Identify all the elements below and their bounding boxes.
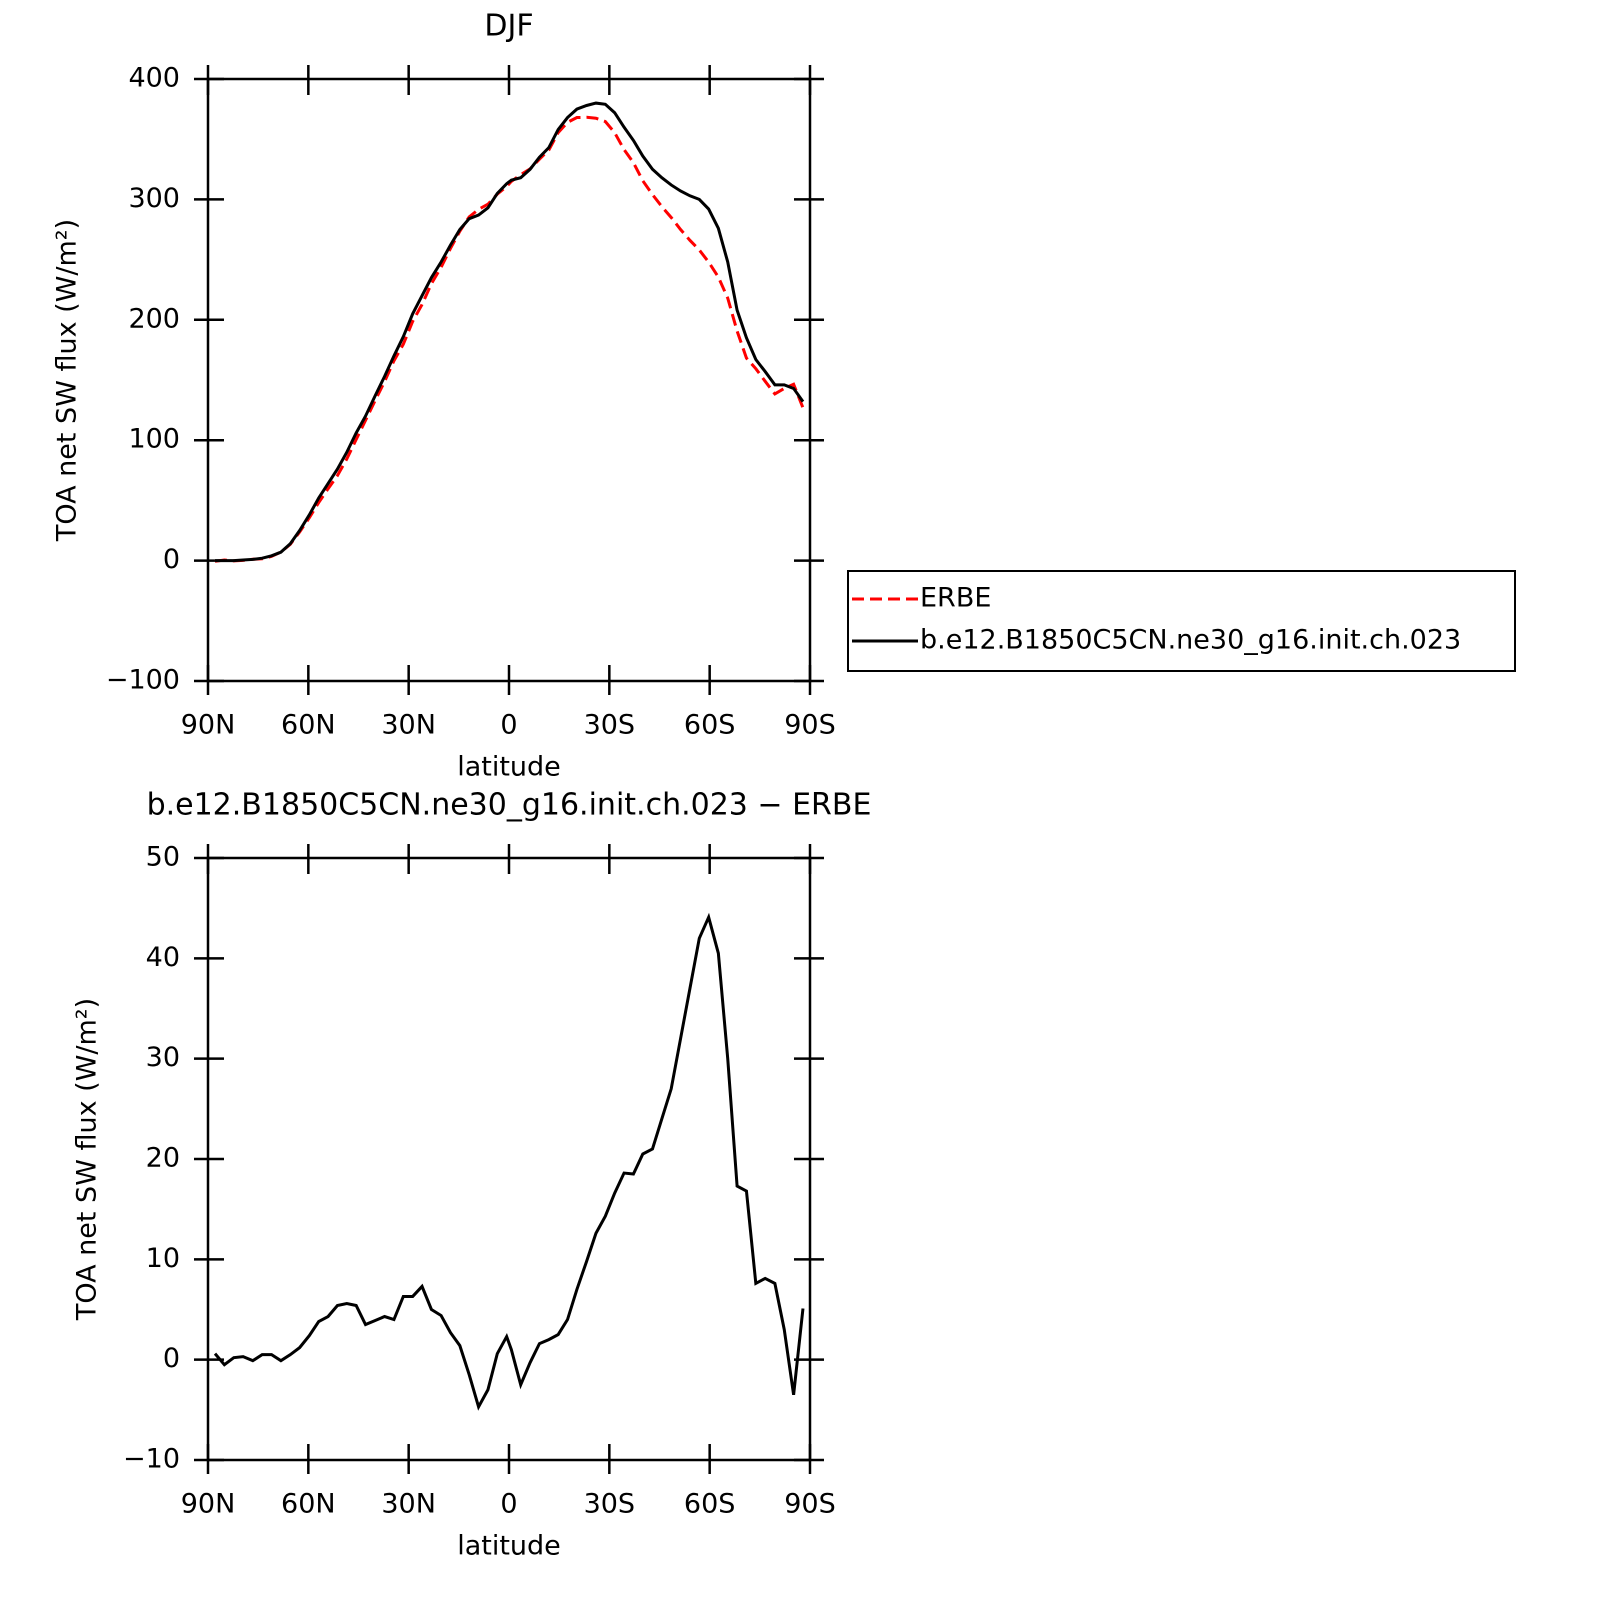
y-tick-label: 50 [146,842,180,873]
x-tick-label: 90N [181,710,236,741]
x-tick-label: 60S [684,1489,736,1520]
legend: ERBE b.e12.B1850C5CN.ne30_g16.init.ch.023 [847,570,1516,672]
x-tick-label: 90S [784,710,836,741]
y-tick-label: 100 [128,424,180,455]
x-axis-label: latitude [457,752,561,783]
y-tick-label: 20 [146,1143,180,1174]
y-axis-label: TOA net SW flux (W/m²) [72,998,103,1321]
y-tick-label: 200 [128,303,180,334]
chart-title: DJF [484,9,533,44]
plot-frame [206,856,812,1462]
legend-label: ERBE [920,583,991,614]
data-line [213,912,805,1411]
y-tick-label: 0 [163,544,180,575]
chart-title: b.e12.B1850C5CN.ne30_g16.init.ch.023 − E… [147,788,872,823]
x-tick-label: 0 [500,710,517,741]
y-tick-label: 40 [146,942,180,973]
y-tick-label: 400 [128,63,180,94]
y-axis-label: TOA net SW flux (W/m²) [52,219,83,542]
data-line [215,101,805,563]
x-tick-label: 30N [381,1489,436,1520]
plot-frame [206,77,812,683]
y-tick-label: −10 [123,1444,180,1475]
y-tick-label: 30 [146,1042,180,1073]
y-tick-label: 300 [128,183,180,214]
y-tick-label: −100 [106,665,180,696]
x-tick-label: 90S [784,1489,836,1520]
y-tick-label: 10 [146,1243,180,1274]
legend-label: b.e12.B1850C5CN.ne30_g16.init.ch.023 [920,625,1461,656]
x-tick-label: 60S [684,710,736,741]
x-axis-label: latitude [457,1531,561,1562]
x-tick-label: 30S [584,1489,636,1520]
x-tick-label: 0 [500,1489,517,1520]
data-line [214,115,805,563]
x-tick-label: 30N [381,710,436,741]
x-tick-label: 30S [584,710,636,741]
x-tick-label: 90N [181,1489,236,1520]
x-tick-label: 60N [281,710,336,741]
legend-box [847,570,1516,672]
y-tick-label: 0 [163,1343,180,1374]
x-tick-label: 60N [281,1489,336,1520]
